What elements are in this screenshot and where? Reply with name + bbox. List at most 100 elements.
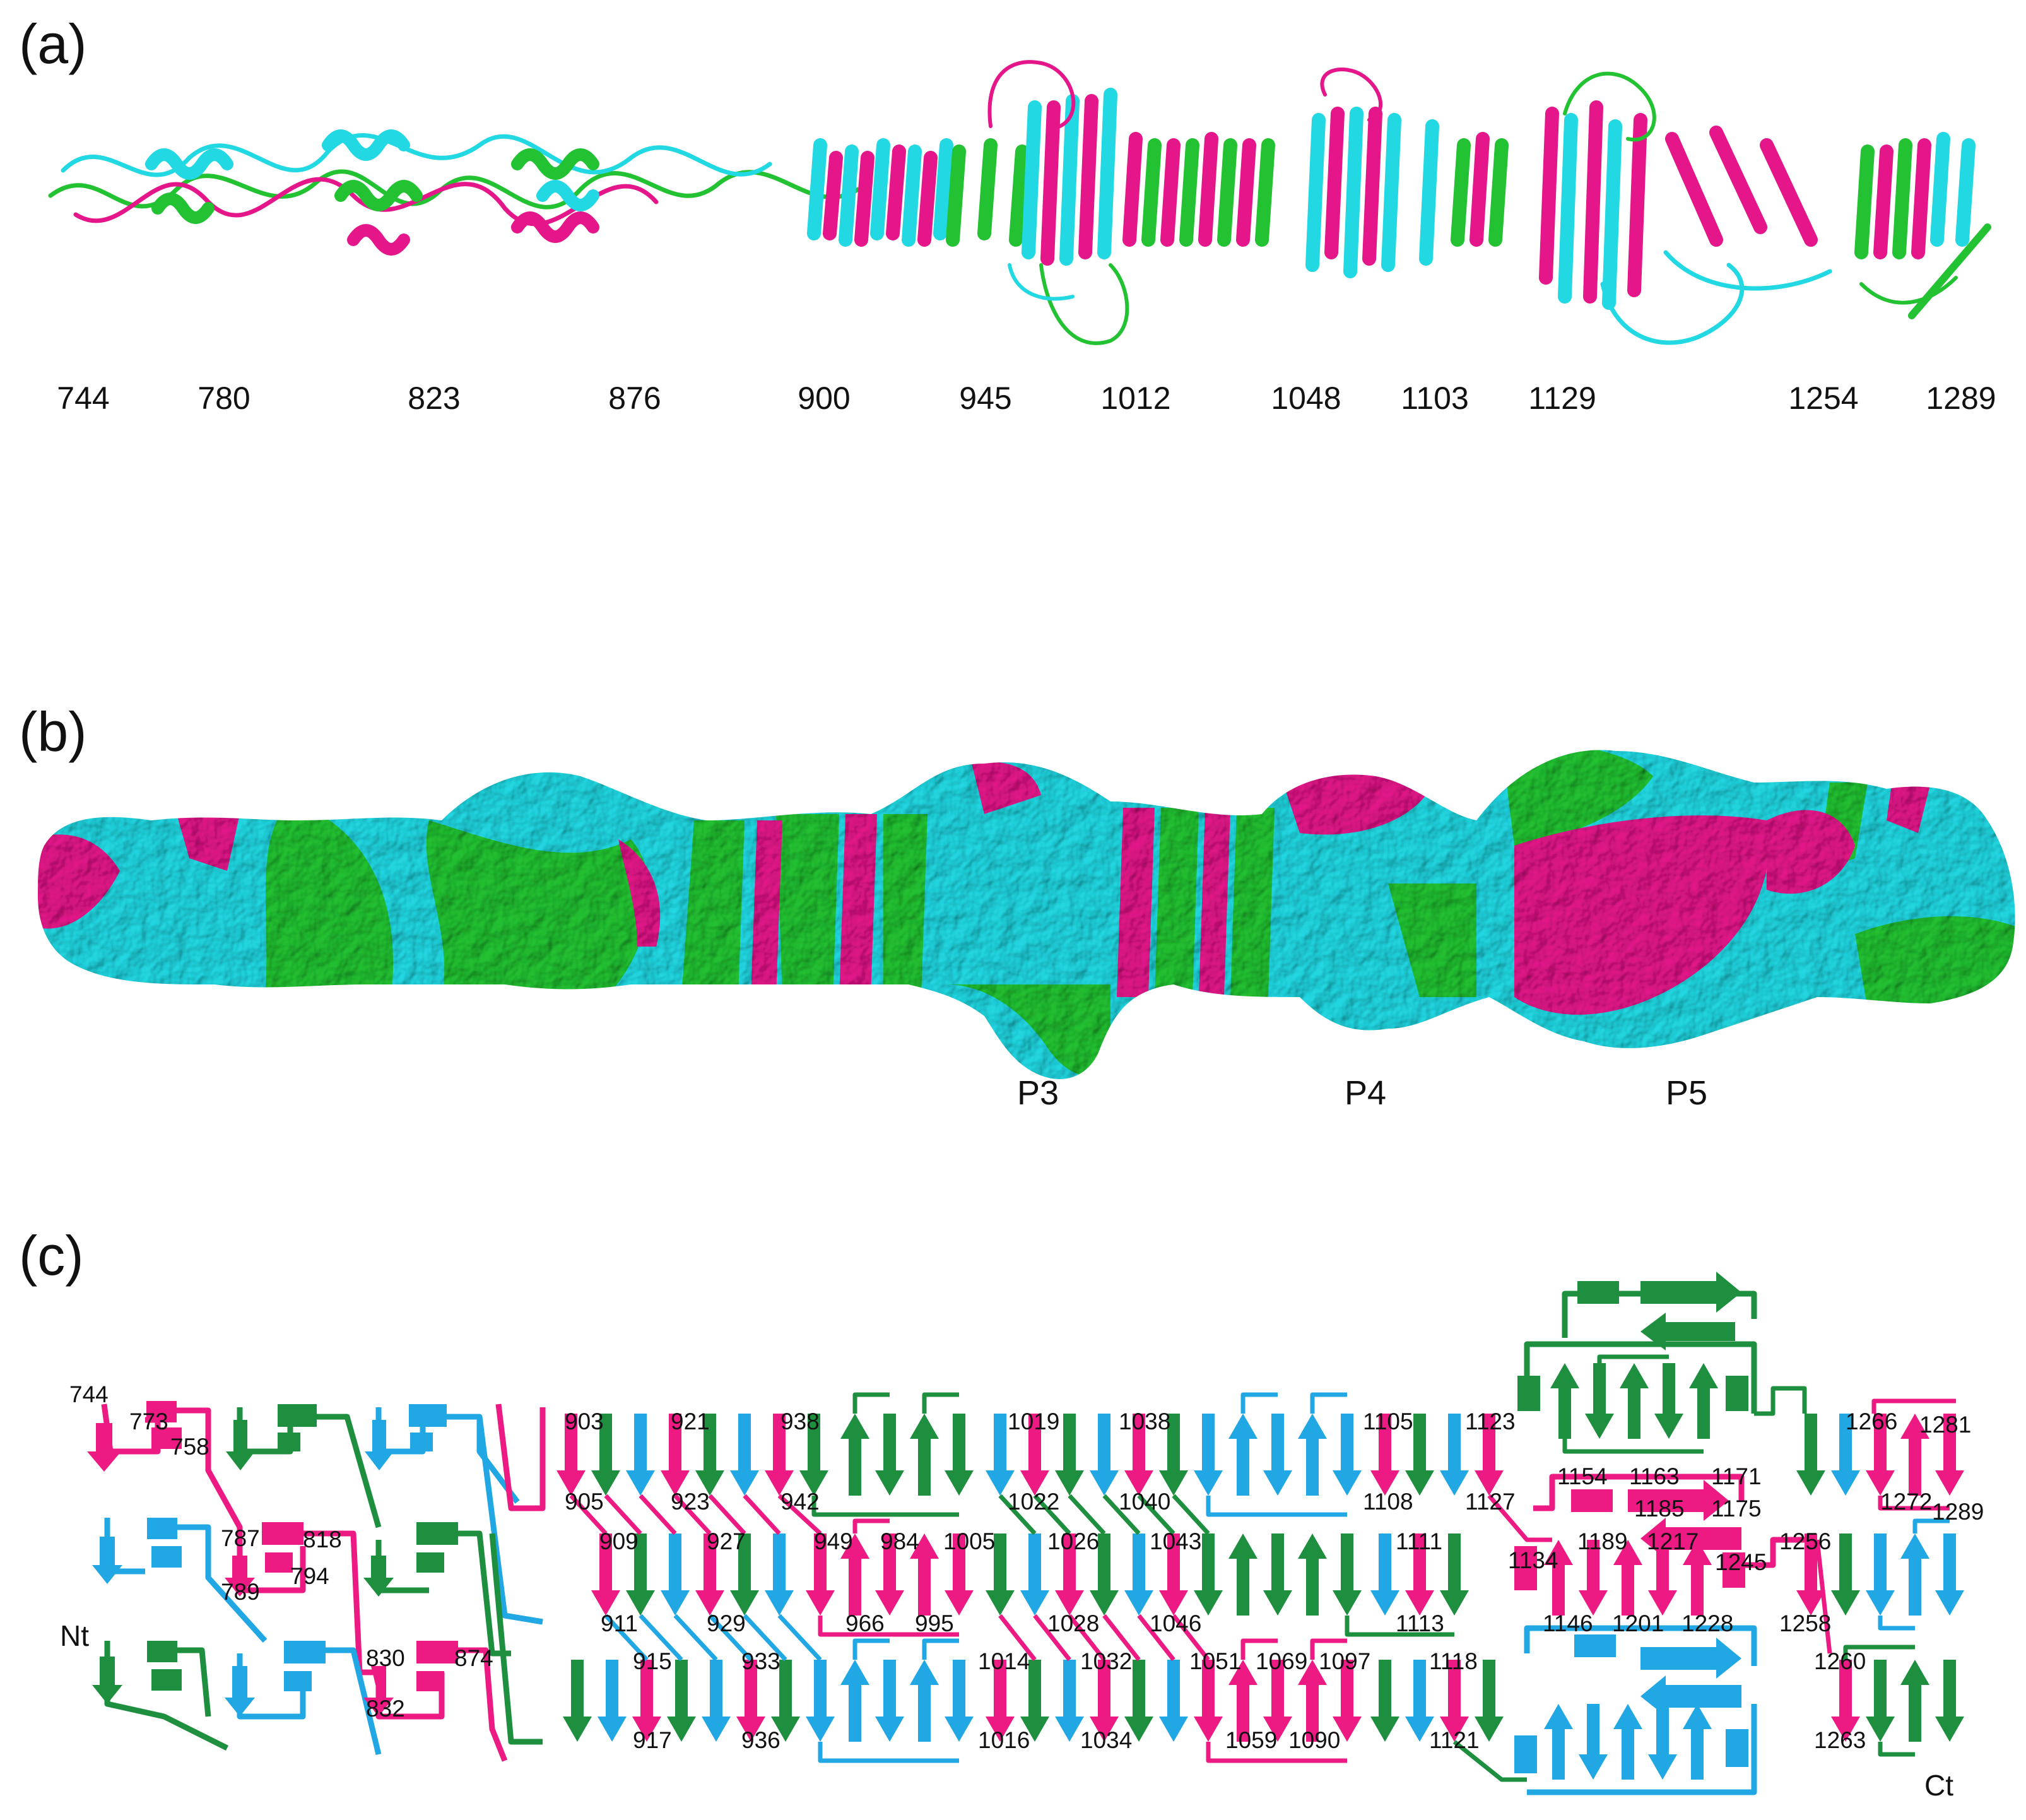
residue-label: 1258 xyxy=(1779,1610,1831,1636)
residue-label: 1026 xyxy=(1047,1528,1099,1554)
panel-c: (c) xyxy=(19,1224,1984,1802)
residue-label: 923 xyxy=(671,1489,710,1515)
residue-label: 1043 xyxy=(1150,1528,1201,1554)
residue-label: 927 xyxy=(707,1528,746,1554)
residue-label: 1012 xyxy=(1100,381,1170,416)
residue-label: 1113 xyxy=(1396,1610,1444,1636)
panel-b-label: (b) xyxy=(19,700,87,763)
residue-label: 1146 xyxy=(1543,1610,1593,1636)
residue-label: 1103 xyxy=(1401,381,1469,416)
residue-label: 1127 xyxy=(1465,1489,1516,1515)
residue-labels-a: 744 780 823 876 900 945 1012 1048 1103 1… xyxy=(57,381,1996,416)
residue-label: 787 xyxy=(221,1525,260,1551)
residue-label: 789 xyxy=(221,1579,260,1605)
residue-label: 1090 xyxy=(1288,1727,1340,1753)
residue-label: 744 xyxy=(57,381,109,416)
residue-label: 1260 xyxy=(1814,1648,1866,1674)
residue-label: 1185 xyxy=(1634,1496,1685,1522)
residue-label: 1228 xyxy=(1681,1610,1733,1636)
residue-label: 1028 xyxy=(1047,1610,1099,1636)
residue-label: 1016 xyxy=(978,1727,1030,1753)
residue-label: 1048 xyxy=(1271,381,1341,416)
residue-label: 1281 xyxy=(1919,1412,1971,1438)
residue-label: 1263 xyxy=(1814,1727,1866,1753)
residue-label: 915 xyxy=(633,1648,672,1674)
residue-label: 966 xyxy=(845,1610,885,1636)
residue-label: 1022 xyxy=(1008,1489,1059,1515)
residue-label: 900 xyxy=(798,381,850,416)
residue-label: 1046 xyxy=(1150,1610,1201,1636)
residue-label: 938 xyxy=(780,1409,820,1434)
residue-label: 917 xyxy=(633,1727,672,1753)
residue-label: 758 xyxy=(170,1434,209,1460)
residue-label: 1005 xyxy=(943,1528,995,1554)
residue-label: 1129 xyxy=(1528,381,1596,416)
residue-label: 876 xyxy=(608,381,661,416)
residue-label: 921 xyxy=(671,1409,710,1434)
residue-label: 1059 xyxy=(1225,1727,1277,1753)
residue-label: 903 xyxy=(565,1409,604,1434)
residue-label: 905 xyxy=(565,1489,604,1515)
residue-label: 1217 xyxy=(1647,1528,1699,1554)
peak-label-p4: P4 xyxy=(1345,1074,1386,1112)
topology-labels: Nt Ct 744 773 758 787 818 789 794 830 87… xyxy=(60,1381,1984,1802)
c-terminus-label: Ct xyxy=(1924,1769,1953,1802)
residue-label: 984 xyxy=(880,1528,919,1554)
residue-label: 1038 xyxy=(1119,1409,1170,1434)
residue-label: 933 xyxy=(741,1648,780,1674)
molecular-surface xyxy=(38,750,2015,1079)
peak-label-p3: P3 xyxy=(1017,1074,1059,1112)
residue-label: 1051 xyxy=(1189,1648,1241,1674)
residue-label: 780 xyxy=(197,381,250,416)
helix-connectors xyxy=(569,1392,1552,1782)
ribbon-cartoon xyxy=(48,60,1991,345)
beta-helix-strands xyxy=(557,1414,1504,1742)
residue-label: 909 xyxy=(599,1528,639,1554)
cterm-region xyxy=(1514,1272,1964,1795)
topology-diagram xyxy=(87,1272,1964,1795)
residue-label: 1118 xyxy=(1429,1648,1478,1674)
residue-label: 1097 xyxy=(1319,1648,1370,1674)
residue-label: 773 xyxy=(129,1409,168,1434)
panel-b: (b) xyxy=(19,700,2015,1112)
residue-label: 936 xyxy=(741,1727,780,1753)
panel-a-label: (a) xyxy=(19,13,87,75)
residue-label: 1034 xyxy=(1080,1727,1132,1753)
residue-label: 818 xyxy=(303,1527,342,1552)
residue-label: 794 xyxy=(290,1563,329,1589)
residue-label: 1121 xyxy=(1429,1727,1480,1753)
peak-label-p5: P5 xyxy=(1666,1074,1707,1112)
residue-label: 1201 xyxy=(1612,1610,1664,1636)
residue-label: 995 xyxy=(915,1610,954,1636)
residue-label: 832 xyxy=(366,1696,405,1722)
residue-label: 1289 xyxy=(1932,1499,1984,1525)
residue-label: 1032 xyxy=(1080,1648,1132,1674)
residue-label: 911 xyxy=(601,1610,638,1636)
panel-c-label: (c) xyxy=(19,1224,84,1287)
residue-label: 1272 xyxy=(1880,1489,1932,1515)
residue-label: 1154 xyxy=(1557,1463,1608,1489)
residue-label: 1019 xyxy=(1008,1409,1059,1434)
residue-label: 1266 xyxy=(1846,1409,1897,1434)
n-terminus-label: Nt xyxy=(60,1619,89,1652)
residue-label: 1040 xyxy=(1119,1489,1170,1515)
residue-label: 942 xyxy=(780,1489,820,1515)
residue-label: 1163 xyxy=(1629,1463,1680,1489)
residue-label: 949 xyxy=(814,1528,853,1554)
residue-label: 1189 xyxy=(1577,1528,1628,1554)
residue-label: 1254 xyxy=(1788,381,1858,416)
residue-label: 1105 xyxy=(1363,1409,1413,1434)
residue-label: 830 xyxy=(366,1645,405,1671)
residue-label: 744 xyxy=(69,1381,109,1407)
residue-label: 1108 xyxy=(1363,1489,1413,1515)
residue-label: 945 xyxy=(959,381,1011,416)
residue-label: 1134 xyxy=(1508,1547,1558,1573)
residue-label: 929 xyxy=(707,1610,746,1636)
residue-label: 1175 xyxy=(1711,1496,1762,1522)
residue-label: 1256 xyxy=(1779,1528,1831,1554)
residue-label: 1014 xyxy=(978,1648,1030,1674)
residue-label: 1111 xyxy=(1396,1528,1442,1554)
panel-a: (a) xyxy=(19,13,1996,416)
peak-labels: P3 P4 P5 xyxy=(1017,1074,1707,1112)
